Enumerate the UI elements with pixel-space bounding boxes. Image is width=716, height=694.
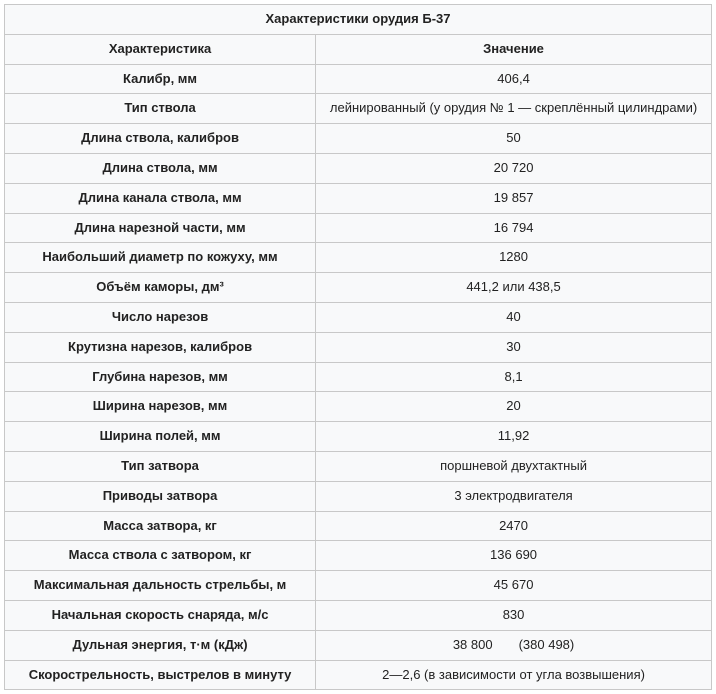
table-row: Число нарезов40	[5, 302, 712, 332]
value-cell: 830	[316, 600, 712, 630]
table-row: Скорострельность, выстрелов в минуту2—2,…	[5, 660, 712, 690]
table-row: Глубина нарезов, мм8,1	[5, 362, 712, 392]
characteristic-cell: Длина ствола, калибров	[5, 124, 316, 154]
table-row: Масса затвора, кг2470	[5, 511, 712, 541]
characteristic-cell: Приводы затвора	[5, 481, 316, 511]
value-cell: поршневой двухтактный	[316, 451, 712, 481]
table-row: Приводы затвора3 электродвигателя	[5, 481, 712, 511]
characteristic-cell: Ширина полей, мм	[5, 422, 316, 452]
characteristic-cell: Дульная энергия, т·м (кДж)	[5, 630, 316, 660]
characteristic-cell: Тип ствола	[5, 94, 316, 124]
header-row: Характеристика Значение	[5, 34, 712, 64]
table-row: Калибр, мм406,4	[5, 64, 712, 94]
characteristic-cell: Калибр, мм	[5, 64, 316, 94]
value-cell: 3 электродвигателя	[316, 481, 712, 511]
value-cell: 20 720	[316, 153, 712, 183]
characteristic-cell: Тип затвора	[5, 451, 316, 481]
value-cell: 1280	[316, 243, 712, 273]
value-cell: 406,4	[316, 64, 712, 94]
characteristic-cell: Начальная скорость снаряда, м/с	[5, 600, 316, 630]
value-cell: 2470	[316, 511, 712, 541]
table-row: Начальная скорость снаряда, м/с830	[5, 600, 712, 630]
spec-table: Характеристики орудия Б-37 Характеристик…	[4, 4, 712, 690]
table-row: Тип затворапоршневой двухтактный	[5, 451, 712, 481]
value-cell: 19 857	[316, 183, 712, 213]
table-title: Характеристики орудия Б-37	[5, 5, 712, 35]
value-cell: 8,1	[316, 362, 712, 392]
value-cell: 40	[316, 302, 712, 332]
characteristic-cell: Глубина нарезов, мм	[5, 362, 316, 392]
characteristic-cell: Длина нарезной части, мм	[5, 213, 316, 243]
value-cell: 20	[316, 392, 712, 422]
value-cell: лейнированный (у орудия № 1 — скреплённы…	[316, 94, 712, 124]
value-cell: 441,2 или 438,5	[316, 273, 712, 303]
table-row: Ширина нарезов, мм20	[5, 392, 712, 422]
value-cell: 136 690	[316, 541, 712, 571]
table-body: Калибр, мм406,4Тип стволалейнированный (…	[5, 64, 712, 690]
characteristic-cell: Наибольший диаметр по кожуху, мм	[5, 243, 316, 273]
table-row: Ширина полей, мм11,92	[5, 422, 712, 452]
table-row: Длина ствола, мм20 720	[5, 153, 712, 183]
characteristic-cell: Длина ствола, мм	[5, 153, 316, 183]
table-row: Максимальная дальность стрельбы, м45 670	[5, 571, 712, 601]
characteristic-cell: Максимальная дальность стрельбы, м	[5, 571, 316, 601]
table-row: Длина нарезной части, мм16 794	[5, 213, 712, 243]
table-row: Тип стволалейнированный (у орудия № 1 — …	[5, 94, 712, 124]
characteristic-cell: Крутизна нарезов, калибров	[5, 332, 316, 362]
table-row: Крутизна нарезов, калибров30	[5, 332, 712, 362]
value-cell: 16 794	[316, 213, 712, 243]
value-cell: 2—2,6 (в зависимости от угла возвышения)	[316, 660, 712, 690]
col-header-value: Значение	[316, 34, 712, 64]
table-row: Масса ствола с затвором, кг136 690	[5, 541, 712, 571]
col-header-characteristic: Характеристика	[5, 34, 316, 64]
characteristic-cell: Длина канала ствола, мм	[5, 183, 316, 213]
characteristic-cell: Число нарезов	[5, 302, 316, 332]
value-cell: 45 670	[316, 571, 712, 601]
characteristic-cell: Масса затвора, кг	[5, 511, 316, 541]
table-row: Дульная энергия, т·м (кДж)38 800 (380 49…	[5, 630, 712, 660]
table-row: Длина ствола, калибров50	[5, 124, 712, 154]
value-cell: 50	[316, 124, 712, 154]
value-cell: 30	[316, 332, 712, 362]
characteristic-cell: Объём каморы, дм³	[5, 273, 316, 303]
title-row: Характеристики орудия Б-37	[5, 5, 712, 35]
value-cell: 11,92	[316, 422, 712, 452]
table-row: Объём каморы, дм³441,2 или 438,5	[5, 273, 712, 303]
characteristic-cell: Масса ствола с затвором, кг	[5, 541, 316, 571]
value-cell: 38 800 (380 498)	[316, 630, 712, 660]
table-row: Длина канала ствола, мм19 857	[5, 183, 712, 213]
characteristic-cell: Ширина нарезов, мм	[5, 392, 316, 422]
table-row: Наибольший диаметр по кожуху, мм1280	[5, 243, 712, 273]
characteristic-cell: Скорострельность, выстрелов в минуту	[5, 660, 316, 690]
